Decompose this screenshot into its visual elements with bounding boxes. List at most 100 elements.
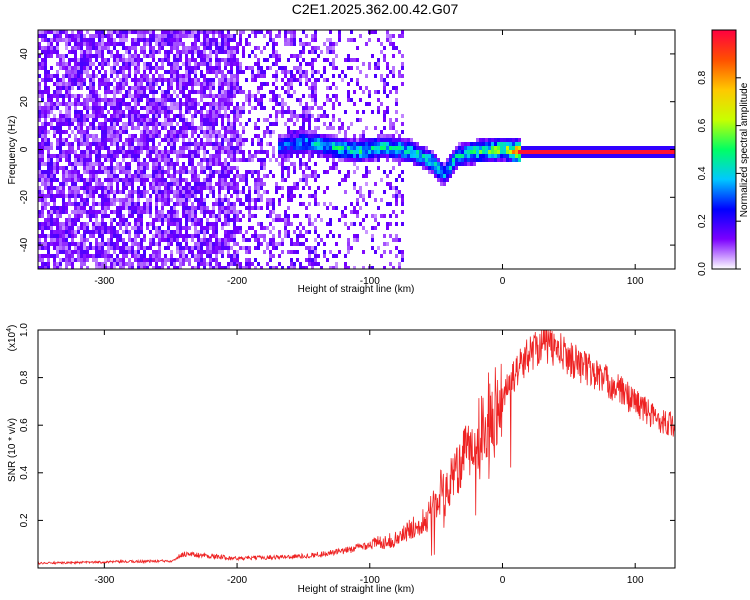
spectrogram-cell [431,162,434,166]
spectrogram-cell [191,222,194,226]
spectrogram-cell [347,150,350,154]
spectrogram-cell [272,90,275,94]
spectrogram-cell [269,210,272,214]
spectrogram-cell [155,266,158,269]
spectrogram-cell [107,82,110,86]
spectrogram-cell [230,94,233,98]
spectrogram-cell [173,190,176,194]
spectrogram-cell [125,250,128,254]
spectrogram-cell [44,178,47,182]
spectrogram-cell [206,242,209,246]
spectrogram-cell [101,78,104,82]
spectrogram-cell [233,110,236,114]
spectrogram-cell [194,46,197,50]
spectrogram-cell [329,202,332,206]
spectrogram-cell [521,154,524,158]
spectrogram-cell [236,106,239,110]
spectrogram-cell [194,242,197,246]
spectrogram-cell [182,114,185,118]
spectrogram-cell [194,246,197,250]
spectrogram-cell [293,194,296,198]
spectrogram-cell [65,150,68,154]
spectrogram-cell [362,138,365,142]
spectrogram-cell [617,150,620,154]
spectrogram-cell [236,158,239,162]
snr-x-tick-label: 100 [627,575,644,586]
spectrogram-cell [176,226,179,230]
spectrogram-cell [428,170,431,174]
spectrogram-cell [197,30,200,34]
spectrogram-cell [305,178,308,182]
spectrogram-cell [473,162,476,166]
spectrogram-cell [143,70,146,74]
spectrogram-cell [101,182,104,186]
spectrogram-cell [140,246,143,250]
spectrogram-cell [104,202,107,206]
spectrogram-cell [146,138,149,142]
spectrogram-cell [227,82,230,86]
spectrogram-cell [464,146,467,150]
spectrogram-cell [137,94,140,98]
spectrogram-cell [656,150,659,154]
spectrogram-cell [458,154,461,158]
spectrogram-cell [107,86,110,90]
spectrogram-cell [53,222,56,226]
spectrogram-cell [248,94,251,98]
spectrogram-cell [329,250,332,254]
spectrogram-cell [308,222,311,226]
spectrogram-cell [83,230,86,234]
spectrogram-cell [50,190,53,194]
spectrogram-cell [131,206,134,210]
spectrogram-cell [311,58,314,62]
spectrogram-cell [185,50,188,54]
spectrogram-cell [155,254,158,258]
spectrogram-cell [86,142,89,146]
spectrogram-cell [44,130,47,134]
spectrogram-cell [173,210,176,214]
spectrogram-cell [89,158,92,162]
spectrogram-cell [185,142,188,146]
spectrogram-cell [473,154,476,158]
spectrogram-cell [209,102,212,106]
spectrogram-cell [62,114,65,118]
spectrogram-cell [89,210,92,214]
spectrogram-cell [152,174,155,178]
spectrogram-cell [314,218,317,222]
spectrogram-cell [188,74,191,78]
spectrogram-cell [308,138,311,142]
spectrogram-cell [206,142,209,146]
spectrogram-cell [107,154,110,158]
spectrogram-cell [197,126,200,130]
spectrogram-cell [176,190,179,194]
spectrogram-cell [146,166,149,170]
spectrogram-cell [77,242,80,246]
spectrogram-cell [350,222,353,226]
spectrogram-cell [359,190,362,194]
spectrogram-cell [284,38,287,42]
spectrogram-cell [389,262,392,266]
spectrogram-cell [161,182,164,186]
spectrogram-cell [191,250,194,254]
spectrogram-cell [254,178,257,182]
spectrogram-cell [182,86,185,90]
spectrogram-cell [338,34,341,38]
spectrogram-cell [242,130,245,134]
spectrogram-cell [413,162,416,166]
spectrogram-cell [200,90,203,94]
spectrogram-cell [233,226,236,230]
spectrogram-cell [539,154,542,158]
spectrogram-cell [209,78,212,82]
spectrogram-cell [662,150,665,154]
spectrogram-cell [203,230,206,234]
spectrogram-cell [50,94,53,98]
spectrogram-cell [59,110,62,114]
spectrogram-cell [176,138,179,142]
spectrogram-cell [41,114,44,118]
spectrogram-cell [215,158,218,162]
spectrogram-cell [278,214,281,218]
spectrogram-cell [230,166,233,170]
spectrogram-cell [158,234,161,238]
spectrogram-cell [164,122,167,126]
spectrogram-cell [362,198,365,202]
spectrogram-cell [263,226,266,230]
